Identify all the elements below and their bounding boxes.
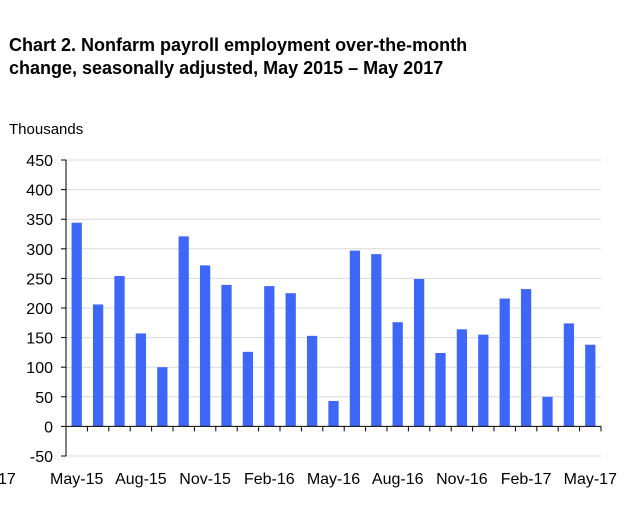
bar-Mar-17 (542, 396, 553, 427)
x-tick-label: Feb-16 (244, 471, 295, 488)
bar-Aug-15 (135, 333, 147, 427)
bar-May-15 (71, 222, 82, 427)
y-tick-label: 450 (26, 153, 53, 170)
x-tick-label: Nov-16 (436, 471, 488, 488)
y-tick-label: 300 (26, 242, 53, 259)
bar-Sep-16 (413, 278, 425, 427)
bar-Oct-15 (178, 236, 189, 427)
x-tick-label: Aug-15 (115, 471, 167, 488)
bar-Dec-16 (478, 334, 489, 427)
x-tick-label: May-16 (307, 471, 360, 488)
y-tick-label: 400 (26, 183, 53, 200)
bar-Jan-17 (499, 298, 510, 427)
chart-title-line-2: change, seasonally adjusted, May 2015 – … (9, 58, 444, 78)
bar-Jul-15 (114, 276, 125, 427)
x-tick-label: Feb-17 (501, 471, 552, 488)
bar-Jul-16 (371, 254, 382, 427)
bar-Jun-15 (92, 304, 104, 427)
y-tick-label: 200 (26, 301, 53, 318)
bar-Sep-15 (157, 367, 168, 427)
bar-Dec-15 (221, 284, 232, 427)
bar-Oct-16 (435, 352, 446, 427)
x-tick-label: Nov-15 (179, 471, 231, 488)
x-tick-label: Aug-16 (372, 471, 424, 488)
bar-Apr-17 (563, 323, 575, 427)
x-tick-label-cut: 17 (0, 471, 16, 488)
y-tick-label: 150 (26, 331, 53, 348)
bar-Feb-16 (264, 286, 275, 427)
bar-Jan-16 (242, 351, 254, 427)
y-tick-label: 100 (26, 360, 53, 377)
y-tick-label: 350 (26, 212, 53, 229)
bar-May-16 (328, 400, 339, 427)
bar-Nov-15 (199, 265, 211, 427)
bar-Aug-16 (392, 322, 403, 427)
y-tick-label: 0 (44, 419, 53, 436)
x-tick-label: May-17 (564, 471, 617, 488)
chart-title: Chart 2. Nonfarm payroll employment over… (9, 34, 569, 80)
bar-Mar-16 (285, 293, 296, 427)
chart-title-line-1: Chart 2. Nonfarm payroll employment over… (9, 35, 468, 55)
bar-Nov-16 (456, 329, 468, 427)
y-tick-label: 250 (26, 271, 53, 288)
x-tick-label: May-15 (50, 471, 103, 488)
y-tick-label: 50 (35, 390, 53, 407)
bar-Feb-17 (520, 289, 532, 427)
bar-Jun-16 (349, 250, 361, 427)
y-tick-label: -50 (30, 449, 53, 466)
y-axis-label: Thousands (9, 121, 84, 138)
bar-Apr-16 (306, 335, 318, 427)
bar-May-17 (585, 344, 596, 427)
